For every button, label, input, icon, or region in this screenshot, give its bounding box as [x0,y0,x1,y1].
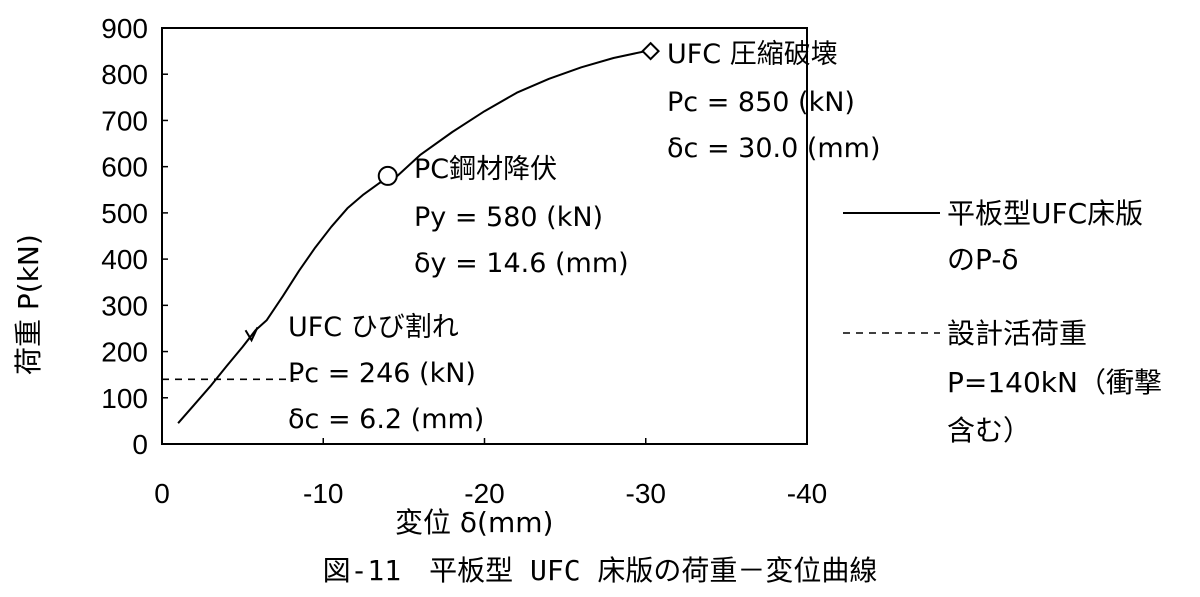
anno-yield-title: PC鋼材降伏 [414,154,557,185]
y-tick-label: 300 [101,290,148,321]
series-layer [162,50,647,424]
anno-compression-load: Pc = 850 (kN) [667,87,855,118]
x-tick-label: -20 [464,478,504,509]
yield-marker [377,165,398,186]
y-tick-label: 200 [101,337,148,368]
anno-crack-title: UFC ひび割れ [288,312,459,343]
legend-solid-line1: 平板型UFC床版 [947,197,1143,230]
x-tick-label: -40 [787,478,827,509]
y-axis-ticks: 0 100 200 300 400 500 600 700 800 900 [101,13,168,460]
y-tick-label: 0 [132,429,148,460]
y-tick-label: 100 [101,383,148,414]
y-axis-label: 荷重 P(kN) [12,234,45,375]
anno-yield-disp: δy = 14.6 (mm) [414,248,629,279]
y-tick-label: 700 [101,105,148,136]
legend-solid-line2: のP-δ [947,243,1019,276]
load-displacement-curve [177,50,647,424]
y-tick-label: 400 [101,244,148,275]
legend-dashed-line1: 設計活荷重 [947,317,1087,350]
anno-yield-load: Py = 580 (kN) [414,202,603,233]
x-axis-ticks: 0 -10 -20 -30 -40 [154,438,827,509]
anno-crack-disp: δc = 6.2 (mm) [288,404,484,435]
anno-crack-load: Pc = 246 (kN) [288,358,476,389]
anno-compression-title: UFC 圧縮破壊 [667,39,838,70]
y-tick-label: 900 [101,13,148,44]
failure-marker [641,41,661,61]
marker-layer [244,41,661,343]
y-tick-label: 800 [101,59,148,90]
y-tick-label: 600 [101,152,148,183]
x-axis-label: 変位 δ(mm) [395,506,553,539]
anno-compression-disp: δc = 30.0 (mm) [667,133,881,164]
figure-caption: 図-11 平板型 UFC 床版の荷重－変位曲線 [323,554,878,587]
y-tick-label: 500 [101,198,148,229]
crack-marker [244,326,259,343]
legend-dashed-line2: P=140kN（衝撃 [947,366,1162,399]
legend-dashed-line3: 含む） [947,414,1031,447]
x-tick-label: -30 [626,478,666,509]
x-tick-label: 0 [154,478,170,509]
x-tick-label: -10 [303,478,343,509]
